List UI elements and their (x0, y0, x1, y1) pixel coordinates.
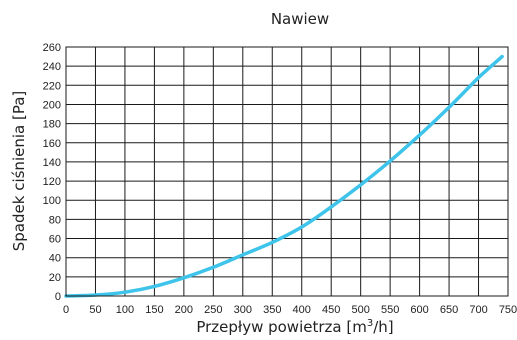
grid (65, 46, 509, 297)
x-axis-label-sup: 3 (367, 318, 373, 329)
y-tick-label: 100 (43, 195, 61, 207)
y-tick-label: 240 (43, 61, 61, 73)
x-tick-label: 400 (293, 304, 311, 316)
series-group (64, 54, 504, 298)
x-axis-label-tail: /h] (373, 318, 393, 336)
x-tick-label: 200 (175, 304, 193, 316)
y-tick-label: 80 (49, 214, 61, 226)
y-tick-label: 140 (43, 157, 61, 169)
y-tick-label: 220 (43, 80, 61, 92)
x-tick-label: 350 (263, 304, 281, 316)
y-tick-label: 160 (43, 138, 61, 150)
x-axis-ticks: 0 50 100 150 200 250 300 350 400 450 500 550 600 650 7… (63, 304, 517, 316)
series-line (64, 54, 504, 298)
x-tick-label: 750 (499, 304, 517, 316)
y-axis-ticks: 0 20 40 60 80 100 120 140 160 180 200 220 240 260 (43, 42, 61, 303)
x-tick-label: 700 (469, 304, 487, 316)
y-tick-label: 180 (43, 119, 61, 131)
x-tick-label: 650 (440, 304, 458, 316)
x-tick-label: 150 (145, 304, 163, 316)
x-tick-label: 600 (410, 304, 428, 316)
x-tick-label: 250 (204, 304, 222, 316)
plot-frame (65, 46, 509, 297)
y-tick-label: 120 (43, 176, 61, 188)
x-axis-label: Przepływ powietrza [m3/h] (196, 318, 393, 336)
x-tick-label: 100 (116, 304, 134, 316)
x-tick-label: 550 (381, 304, 399, 316)
y-tick-label: 0 (55, 291, 61, 303)
x-tick-label: 450 (322, 304, 340, 316)
x-tick-label: 0 (63, 304, 69, 316)
x-tick-label: 300 (234, 304, 252, 316)
x-tick-label: 50 (89, 304, 101, 316)
y-tick-label: 260 (43, 42, 61, 54)
chart-title: Nawiew (271, 10, 329, 28)
x-tick-label: 500 (351, 304, 369, 316)
y-tick-label: 200 (43, 99, 61, 111)
x-axis-label-main: Przepływ powietrza [m (196, 318, 366, 336)
y-tick-label: 20 (49, 272, 61, 284)
y-tick-label: 40 (49, 253, 61, 265)
y-axis-label: Spadek ciśnienia [Pa] (10, 91, 28, 251)
y-tick-label: 60 (49, 234, 61, 246)
